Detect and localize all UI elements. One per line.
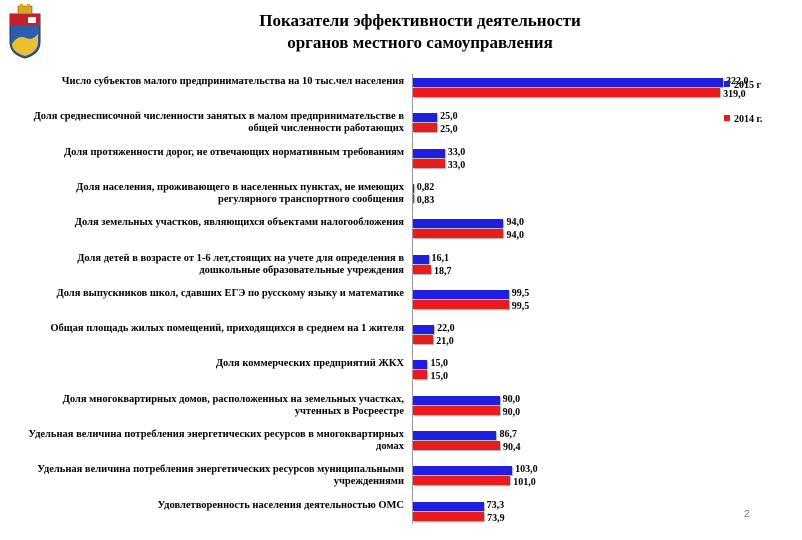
page-title: Показатели эффективности деятельности ор…: [150, 10, 690, 54]
data-label-2015: 16,1: [431, 252, 450, 264]
data-label-2014: 33,0: [447, 159, 466, 171]
category-label: Доля протяженности дорог, не отвечающих …: [63, 146, 404, 158]
category-label: Удовлетворенность населения деятельность…: [157, 499, 404, 511]
title-line-1: Показатели эффективности деятельности: [259, 11, 581, 30]
bar-2014: [413, 229, 504, 239]
data-label-2015: 0,82: [416, 181, 435, 193]
category-label: Удельная величина потребления энергетиче…: [37, 464, 404, 488]
data-label-2015: 15,0: [430, 358, 448, 370]
legend-label-2014: 2014 г.: [734, 114, 763, 125]
data-label-2014: 73,9: [487, 512, 505, 524]
category-label: Доля многоквартирных домов, расположенны…: [62, 393, 404, 417]
bar-2015: [413, 289, 509, 299]
legend-swatch-2015: [724, 81, 730, 87]
data-label-2015: 33,0: [447, 146, 466, 158]
data-label-2014: 101,0: [513, 477, 536, 489]
category-axis-line: [412, 74, 413, 524]
title-line-2: органов местного самоуправления: [287, 33, 553, 52]
bar-chart: Число субъектов малого предпринимательст…: [0, 70, 802, 530]
data-label-2015: 25,0: [440, 111, 458, 123]
legend-item-2015: 2015 г: [724, 80, 761, 92]
data-label-2015: 99,5: [511, 287, 530, 299]
data-label-2014: 25,0: [440, 124, 458, 136]
data-label-2015: 73,3: [486, 499, 505, 511]
category-label: Удельная величина потребления энергетиче…: [28, 429, 404, 452]
category-label: Число субъектов малого предпринимательст…: [61, 76, 404, 87]
category-label: Доля населения, проживающего в населенны…: [76, 181, 404, 205]
bar-2015: [413, 219, 504, 229]
bar-2014: [413, 88, 721, 97]
data-label-2015: 22,0: [437, 323, 455, 335]
bar-2014: [413, 405, 500, 415]
bar-2015: [413, 113, 438, 123]
category-label: Доля коммерческих предприятий ЖКХ: [215, 358, 404, 370]
data-label-2014: 18,7: [434, 265, 452, 277]
bar-2014: [413, 335, 434, 345]
bar-2014: [413, 441, 501, 450]
bar-2015: [413, 395, 500, 405]
legend-label-2015: 2015 г: [734, 80, 762, 91]
legend-item-2014: 2014 г.: [724, 114, 762, 126]
bar-2015: [413, 360, 428, 370]
bar-2015: [413, 254, 429, 264]
data-label-2014: 90,0: [502, 406, 521, 418]
legend-swatch-2014: [724, 115, 730, 121]
category-label: Доля выпускников школ, сдавших ЕГЭ по ру…: [56, 287, 404, 299]
data-label-2015: 94,0: [506, 217, 524, 229]
data-label-2014: 94,0: [506, 230, 524, 242]
bar-2014: [413, 193, 414, 203]
category-label: Доля земельных участков, являющихся объе…: [74, 217, 404, 229]
data-label-2014: 319,0: [723, 89, 746, 100]
data-label-2014: 90,4: [503, 442, 521, 453]
data-label-2014: 0,83: [416, 194, 435, 206]
bar-2015: [413, 325, 435, 335]
bar-2015: [413, 501, 484, 511]
bar-2014: [413, 511, 485, 521]
data-label-2014: 15,0: [430, 371, 448, 383]
data-label-2015: 322,0: [726, 76, 749, 87]
bar-2015: [413, 431, 497, 440]
page-number: 2: [744, 509, 750, 520]
bar-2014: [413, 476, 511, 486]
category-label: Доля среднесписочной численности занятых…: [33, 111, 404, 135]
category-label: Общая площадь жилых помещений, приходящи…: [50, 323, 404, 335]
bar-2015: [413, 466, 513, 476]
bar-2014: [413, 264, 431, 274]
bar-2015: [413, 78, 723, 87]
bar-2015: [413, 183, 414, 193]
category-label: Доля детей в возрасте от 1-6 лет,стоящих…: [77, 252, 404, 276]
bar-2014: [413, 370, 428, 380]
data-label-2015: 103,0: [515, 464, 538, 476]
coat-of-arms-icon: [9, 4, 41, 59]
data-label-2014: 99,5: [511, 300, 530, 312]
bar-2014: [413, 123, 438, 133]
data-label-2015: 86,7: [499, 429, 517, 440]
bar-2014: [413, 299, 509, 309]
data-label-2015: 90,0: [502, 393, 521, 405]
data-label-2014: 21,0: [436, 336, 454, 348]
bar-2015: [413, 148, 445, 158]
bar-2014: [413, 158, 445, 168]
